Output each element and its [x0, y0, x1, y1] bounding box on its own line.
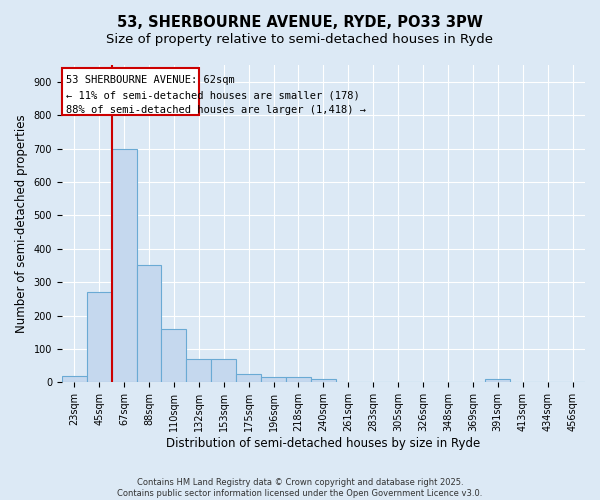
Text: Contains HM Land Registry data © Crown copyright and database right 2025.
Contai: Contains HM Land Registry data © Crown c…	[118, 478, 482, 498]
Bar	[286, 378, 311, 382]
Text: ← 11% of semi-detached houses are smaller (178): ← 11% of semi-detached houses are smalle…	[66, 90, 360, 100]
Bar	[187, 359, 211, 382]
Bar	[161, 329, 187, 382]
Bar	[311, 379, 336, 382]
Bar	[261, 378, 286, 382]
Bar	[211, 359, 236, 382]
Bar	[62, 68, 199, 115]
Text: 88% of semi-detached houses are larger (1,418) →: 88% of semi-detached houses are larger (…	[66, 105, 366, 115]
Bar	[86, 292, 112, 382]
Text: Size of property relative to semi-detached houses in Ryde: Size of property relative to semi-detach…	[107, 32, 493, 46]
Y-axis label: Number of semi-detached properties: Number of semi-detached properties	[15, 114, 28, 333]
Bar	[485, 379, 510, 382]
Bar	[236, 374, 261, 382]
Text: 53, SHERBOURNE AVENUE, RYDE, PO33 3PW: 53, SHERBOURNE AVENUE, RYDE, PO33 3PW	[117, 15, 483, 30]
X-axis label: Distribution of semi-detached houses by size in Ryde: Distribution of semi-detached houses by …	[166, 437, 481, 450]
Text: 53 SHERBOURNE AVENUE: 62sqm: 53 SHERBOURNE AVENUE: 62sqm	[66, 76, 235, 86]
Bar	[137, 266, 161, 382]
Bar	[62, 376, 86, 382]
Bar	[112, 148, 137, 382]
